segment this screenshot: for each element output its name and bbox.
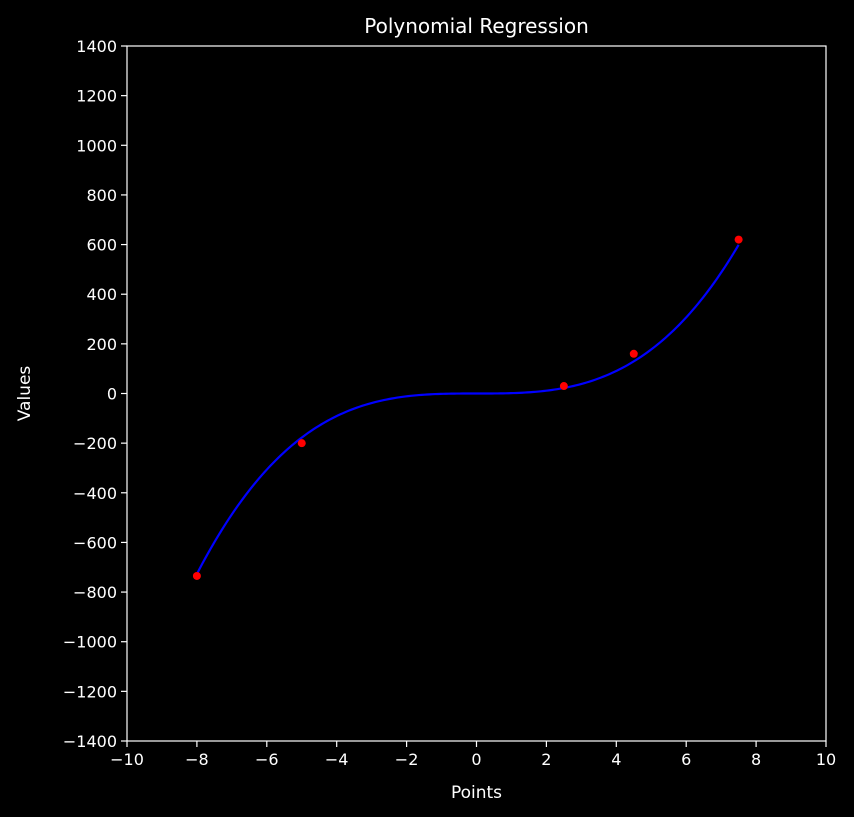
- y-tick-label: 200: [86, 335, 117, 354]
- x-tick-label: 8: [751, 750, 761, 769]
- x-tick-label: 10: [816, 750, 836, 769]
- y-axis-ticks: −1400 −1200 −1000 −800 −600 −400 −200 0 200 400 60…: [63, 37, 127, 751]
- y-tick-label: 0: [107, 385, 117, 404]
- x-tick-label: −8: [185, 750, 209, 769]
- y-tick-label: −1200: [63, 682, 117, 701]
- data-point: [297, 439, 306, 448]
- y-tick-label: −1000: [63, 633, 117, 652]
- y-tick-label: 600: [86, 236, 117, 255]
- regression-curve: [195, 244, 740, 575]
- x-tick-label: 4: [611, 750, 621, 769]
- y-tick-label: −800: [73, 583, 117, 602]
- plot-frame: [126, 45, 827, 742]
- x-tick-label: 0: [471, 750, 481, 769]
- y-tick-label: −600: [73, 533, 117, 552]
- x-tick-label: 2: [541, 750, 551, 769]
- x-tick-label: −2: [395, 750, 419, 769]
- x-tick-label: −6: [255, 750, 279, 769]
- data-points: [192, 235, 743, 580]
- y-tick-label: 400: [86, 285, 117, 304]
- data-point: [192, 571, 201, 580]
- chart-title: Polynomial Regression: [364, 14, 589, 38]
- x-axis-label: Points: [451, 783, 502, 803]
- x-tick-label: −10: [110, 750, 144, 769]
- y-tick-label: 1000: [76, 136, 117, 155]
- y-axis-label: Values: [15, 366, 35, 422]
- y-tick-label: −400: [73, 484, 117, 503]
- y-tick-label: 1200: [76, 87, 117, 106]
- data-point: [629, 349, 638, 358]
- data-point: [734, 235, 743, 244]
- y-tick-label: 1400: [76, 37, 117, 56]
- x-tick-label: −4: [325, 750, 349, 769]
- x-tick-label: 6: [681, 750, 691, 769]
- y-tick-label: −1400: [63, 732, 117, 751]
- data-point: [559, 382, 568, 391]
- y-tick-label: −200: [73, 434, 117, 453]
- x-axis-ticks: −10 −8 −6 −4 −2 0 2 4 6 8 10: [110, 741, 836, 769]
- y-tick-label: 800: [86, 186, 117, 205]
